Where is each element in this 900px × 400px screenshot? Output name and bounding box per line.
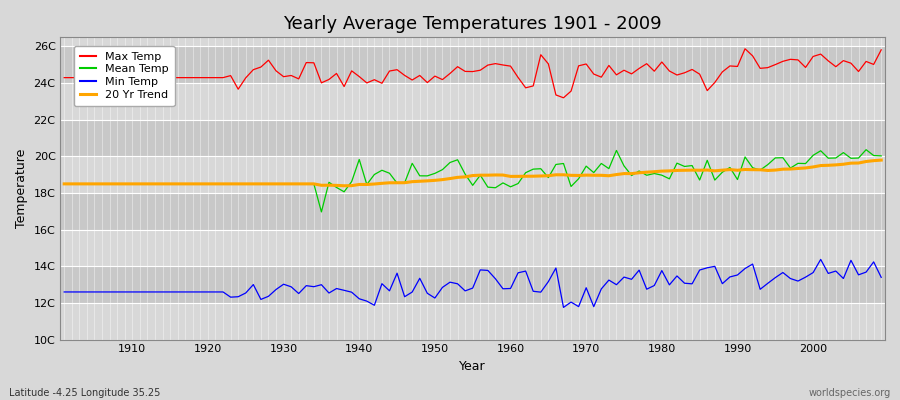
Max Temp (285, 73, 296, 78)
Mean Temp (316, 210, 327, 214)
Mean Temp (604, 166, 615, 171)
Max Temp (498, 62, 508, 67)
Max Temp (505, 64, 516, 68)
Line: Mean Temp: Mean Temp (64, 150, 881, 212)
Mean Temp (120, 182, 130, 186)
Bar (60, 120, 885, 156)
Line: 20 Yr Trend: 20 Yr Trend (64, 160, 881, 186)
Bar (60, 193, 885, 230)
Mean Temp (58, 182, 69, 186)
X-axis label: Year: Year (459, 360, 486, 373)
Bar (60, 266, 885, 303)
20 Yr Trend (338, 183, 349, 188)
Bar (60, 46, 885, 83)
Legend: Max Temp, Mean Temp, Min Temp, 20 Yr Trend: Max Temp, Mean Temp, Min Temp, 20 Yr Tre… (74, 46, 175, 106)
Text: Latitude -4.25 Longitude 35.25: Latitude -4.25 Longitude 35.25 (9, 388, 160, 398)
Mean Temp (285, 182, 296, 186)
20 Yr Trend (513, 174, 524, 179)
Min Temp (331, 286, 342, 291)
Max Temp (331, 71, 342, 76)
Min Temp (876, 275, 886, 280)
Mean Temp (876, 154, 886, 158)
Bar (60, 230, 885, 266)
Min Temp (604, 278, 615, 282)
20 Yr Trend (505, 174, 516, 179)
Min Temp (120, 290, 130, 294)
20 Yr Trend (604, 173, 615, 178)
Line: Min Temp: Min Temp (64, 260, 881, 307)
Min Temp (815, 257, 826, 262)
Line: Max Temp: Max Temp (64, 49, 881, 98)
Max Temp (58, 75, 69, 80)
Bar (60, 156, 885, 193)
Min Temp (498, 286, 508, 291)
Mean Temp (505, 184, 516, 189)
Text: worldspecies.org: worldspecies.org (809, 388, 891, 398)
Max Temp (876, 48, 886, 52)
20 Yr Trend (331, 183, 342, 188)
Max Temp (558, 95, 569, 100)
20 Yr Trend (285, 182, 296, 186)
Mean Temp (513, 181, 524, 186)
Min Temp (58, 290, 69, 294)
Bar (60, 83, 885, 120)
Min Temp (505, 286, 516, 291)
Max Temp (604, 63, 615, 68)
Title: Yearly Average Temperatures 1901 - 2009: Yearly Average Temperatures 1901 - 2009 (284, 15, 662, 33)
Min Temp (285, 284, 296, 289)
Mean Temp (338, 190, 349, 194)
Bar (60, 303, 885, 340)
Y-axis label: Temperature: Temperature (15, 149, 28, 228)
20 Yr Trend (876, 158, 886, 162)
Max Temp (740, 46, 751, 51)
20 Yr Trend (120, 182, 130, 186)
Min Temp (558, 305, 569, 310)
Max Temp (120, 75, 130, 80)
20 Yr Trend (58, 182, 69, 186)
Mean Temp (860, 147, 871, 152)
